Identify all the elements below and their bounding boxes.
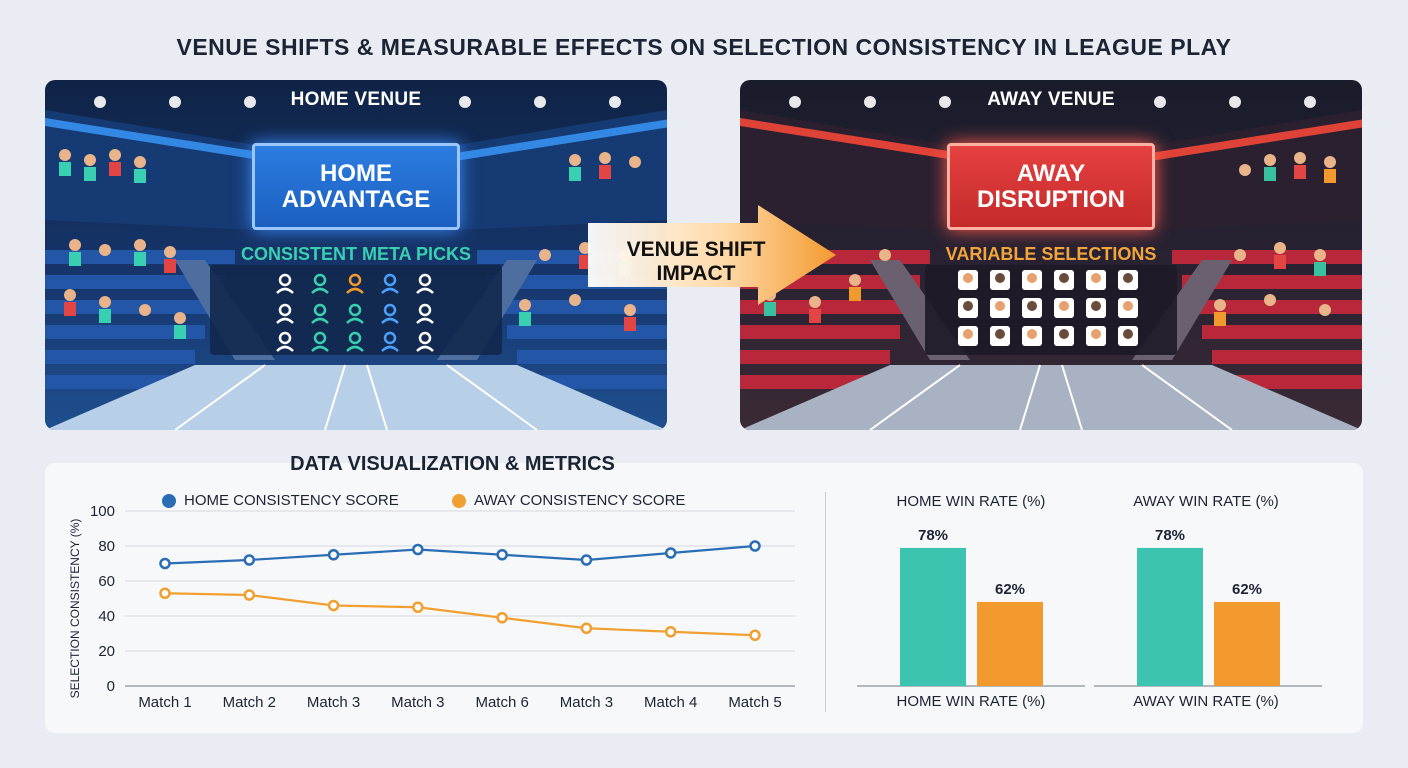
y-tick-label: 60: [98, 573, 115, 590]
x-tick-label: Match 2: [223, 694, 276, 711]
away-screen-line2: DISRUPTION: [976, 185, 1125, 213]
y-tick-label: 20: [98, 643, 115, 660]
away-consistency-line: [164, 592, 756, 637]
away-win-rate-title: AWAY WIN RATE (%): [1133, 493, 1279, 510]
away-consistency-point: [580, 622, 593, 634]
metrics-chart: 0 20 40 60 80 100 Match 1 Match 2 Match 3 Match 3…: [68, 503, 1322, 711]
home-consistency-line: [164, 544, 756, 565]
away-win-rate-axis-label: AWAY WIN RATE (%): [1133, 693, 1279, 710]
legend-away-swatch: [452, 493, 466, 508]
venue-shift-line1: VENUE SHIFT: [626, 238, 766, 261]
away-win-rate-value-label: 62%: [1232, 581, 1262, 598]
metrics-title: DATA VISUALIZATION & METRICS: [290, 453, 615, 475]
home-consistency-point: [749, 540, 761, 552]
x-tick-label: Match 3: [560, 694, 613, 711]
home-win-rate-bar: [900, 547, 966, 686]
x-tick-label: Match 3: [307, 694, 360, 711]
y-tick-label: 80: [98, 538, 115, 555]
away-consistency-point: [412, 601, 424, 613]
home-screen-line1: HOME: [319, 159, 392, 187]
y-axis-label: SELECTION CONSISTENCY (%): [68, 519, 82, 699]
home-win-rate-value-label: 78%: [918, 527, 948, 544]
away-win-rate-bar: [1214, 601, 1280, 686]
home-win-rate-bar: [977, 601, 1043, 686]
x-tick-label: Match 6: [475, 694, 528, 711]
away-consistency-point: [664, 626, 677, 638]
legend-home-label: HOME CONSISTENCY SCORE: [184, 492, 399, 509]
away-win-rate-bar: [1137, 547, 1203, 686]
page-title: VENUE SHIFTS & MEASURABLE EFFECTS ON SEL…: [176, 34, 1232, 60]
away-screen-line1: AWAY: [1016, 159, 1086, 187]
away-venue-label: AWAY VENUE: [987, 89, 1115, 110]
away-consistency-point: [159, 587, 171, 599]
away-picks-label: VARIABLE SELECTIONS: [945, 244, 1157, 264]
home-consistency-point: [159, 557, 171, 570]
away-consistency-point: [749, 629, 761, 641]
home-screen-line2: ADVANTAGE: [281, 185, 431, 213]
home-venue-panel: HOME VENUE HOME ADVANTAGE CONSISTENT MET…: [45, 80, 667, 430]
home-win-rate-axis-label: HOME WIN RATE (%): [896, 693, 1046, 710]
legend-away-label: AWAY CONSISTENCY SCORE: [474, 492, 686, 509]
home-win-rate-title: HOME WIN RATE (%): [896, 493, 1046, 510]
venue-shift-line2: IMPACT: [656, 262, 736, 285]
venue-shift-label: VENUE SHIFT IMPACT: [606, 238, 786, 286]
away-consistency-point: [327, 599, 340, 612]
home-venue-label: HOME VENUE: [290, 89, 422, 110]
home-consistency-point: [580, 554, 593, 566]
home-win-rate-value-label: 62%: [995, 581, 1025, 598]
legend-home-swatch: [162, 493, 176, 508]
x-tick-label: Match 4: [644, 694, 697, 711]
right-arrow-icon: [588, 205, 836, 305]
away-consistency-point: [243, 589, 256, 601]
x-tick-label: Match 1: [138, 694, 191, 711]
home-consistency-point: [496, 549, 508, 561]
away-consistency-point: [496, 612, 508, 624]
home-picks-label: CONSISTENT META PICKS: [240, 244, 471, 264]
away-win-rate-value-label: 78%: [1155, 527, 1185, 544]
home-consistency-point: [243, 554, 256, 566]
chart-divider: [825, 492, 826, 712]
away-arena-illustration: [740, 96, 1362, 430]
y-tick-label: 0: [107, 678, 115, 695]
legend-away: AWAY CONSISTENCY SCORE: [452, 492, 685, 509]
home-consistency-point: [664, 547, 677, 559]
away-venue-panel: AWAY VENUE AWAY DISRUPTION VARIABLE SELE…: [740, 80, 1362, 430]
home-advantage-screen: HOME ADVANTAGE: [252, 143, 460, 230]
y-tick-label: 40: [98, 608, 115, 625]
x-tick-label: Match 5: [728, 694, 781, 711]
y-tick-label: 100: [90, 503, 115, 520]
legend-home: HOME CONSISTENCY SCORE: [162, 492, 399, 509]
x-tick-label: Match 3: [391, 694, 444, 711]
away-disruption-screen: AWAY DISRUPTION: [947, 143, 1155, 230]
home-consistency-point: [327, 549, 340, 561]
home-arena-illustration: [45, 96, 667, 430]
home-consistency-point: [412, 543, 424, 556]
